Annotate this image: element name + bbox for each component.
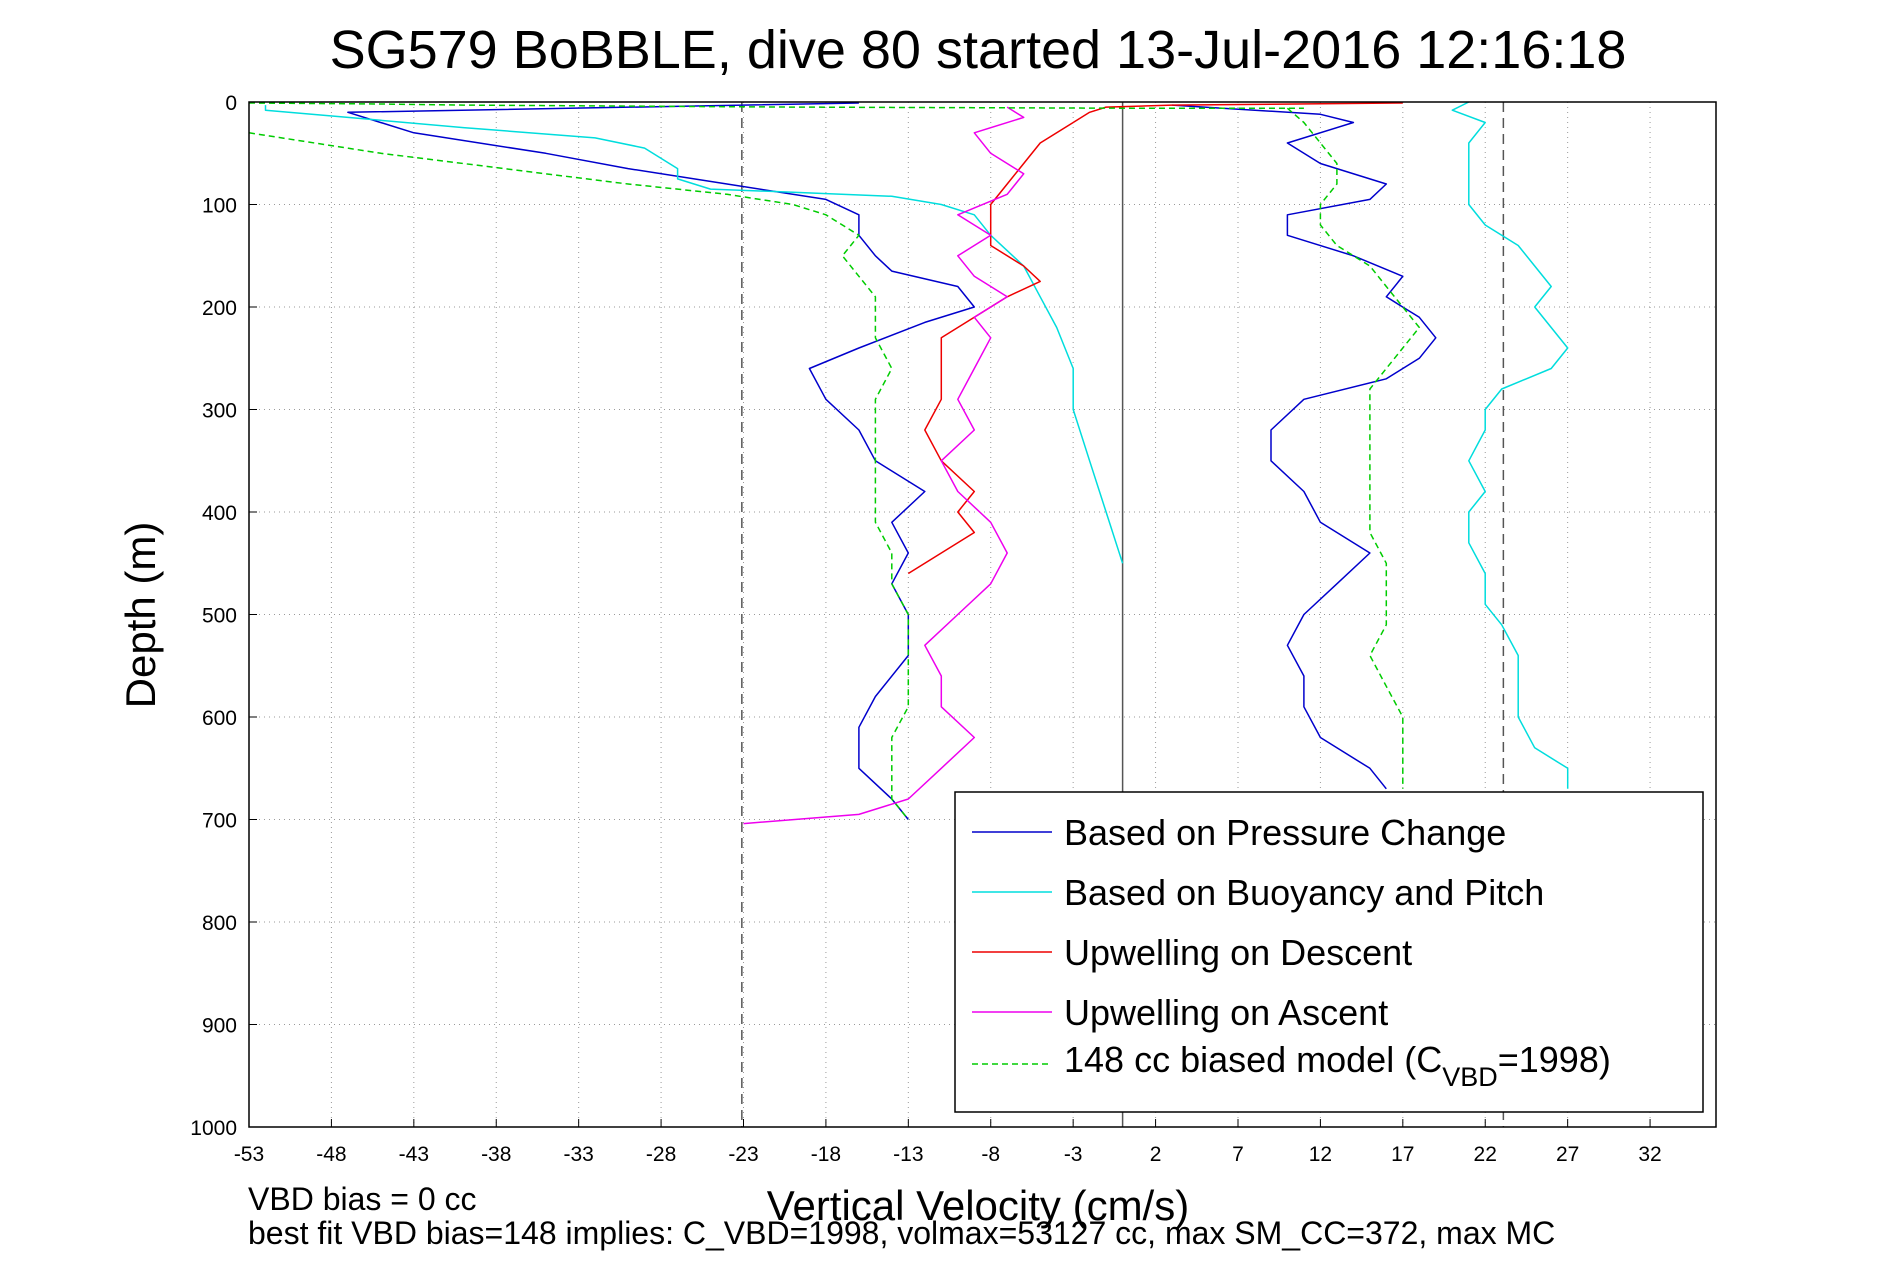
- chart-title: SG579 BoBBLE, dive 80 started 13-Jul-201…: [330, 20, 1627, 80]
- x-tick-label: -53: [234, 1143, 264, 1166]
- x-axis-ticks: -53 -48 -43 -38 -33 -28 -23 -18 -13 -8 -3 2 7 12 17 22 2…: [234, 1119, 1662, 1166]
- series-line-1-0: [264, 105, 1124, 564]
- x-tick-label: -13: [893, 1143, 923, 1166]
- legend-label-ascent: Upwelling on Ascent: [1064, 992, 1388, 1033]
- footer-note-bias: VBD bias = 0 cc: [248, 1181, 477, 1217]
- x-tick-label: -8: [981, 1143, 1000, 1166]
- x-axis-label: Vertical Velocity (cm/s): [767, 1182, 1189, 1229]
- legend: Based on Pressure Change Based on Buoyan…: [954, 791, 1704, 1113]
- series-line-3-0: [743, 106, 1025, 825]
- x-tick-label: -38: [481, 1143, 511, 1166]
- x-tick-label: 7: [1232, 1143, 1244, 1166]
- legend-label-buoyancy: Based on Buoyancy and Pitch: [1064, 872, 1544, 913]
- series-line-0-1: [1172, 104, 1437, 790]
- x-tick-label: -3: [1064, 1143, 1083, 1166]
- x-tick-label: 2: [1150, 1143, 1162, 1166]
- legend-label-model: 148 cc biased model (CVBD=1998): [1064, 1039, 1611, 1092]
- legend-label-descent: Upwelling on Descent: [1064, 932, 1412, 973]
- y-tick-label: 300: [202, 400, 237, 423]
- legend-box: [954, 791, 1704, 1113]
- x-tick-label: 17: [1391, 1143, 1414, 1166]
- y-tick-label: 200: [202, 297, 237, 320]
- x-tick-label: -23: [728, 1143, 758, 1166]
- x-tick-label: -43: [399, 1143, 429, 1166]
- y-tick-label: 1000: [190, 1117, 237, 1140]
- series-line-0-0: [347, 102, 976, 820]
- y-axis-label: Depth (m): [117, 522, 164, 709]
- y-tick-label: 500: [202, 605, 237, 628]
- series-lines: [248, 101, 1569, 825]
- footer-note-best-fit: best fit VBD bias=148 implies: C_VBD=199…: [248, 1215, 1555, 1251]
- y-tick-label: 700: [202, 810, 237, 833]
- x-tick-label: 12: [1309, 1143, 1332, 1166]
- legend-label-pressure: Based on Pressure Change: [1064, 812, 1506, 853]
- series-line-1-1: [1451, 101, 1569, 789]
- x-tick-label: 27: [1556, 1143, 1579, 1166]
- y-tick-label: 400: [202, 502, 237, 525]
- series-line-4-2: [1286, 107, 1421, 789]
- x-tick-label: -48: [316, 1143, 346, 1166]
- y-tick-label: 800: [202, 912, 237, 935]
- x-tick-label: 32: [1638, 1143, 1661, 1166]
- y-tick-label: 100: [202, 195, 237, 218]
- series-line-4-0: [248, 102, 1304, 109]
- series-line-2-0: [907, 102, 1403, 575]
- x-tick-label: -18: [811, 1143, 841, 1166]
- x-tick-label: -33: [563, 1143, 593, 1166]
- x-tick-label: 22: [1474, 1143, 1497, 1166]
- y-axis-ticks: 0 100 200 300 400 500 600 700 800 900 1000: [190, 92, 257, 1140]
- x-tick-label: -28: [646, 1143, 676, 1166]
- series-line-4-1: [248, 132, 910, 820]
- y-tick-label: 0: [225, 92, 237, 115]
- y-tick-label: 900: [202, 1015, 237, 1038]
- y-tick-label: 600: [202, 707, 237, 730]
